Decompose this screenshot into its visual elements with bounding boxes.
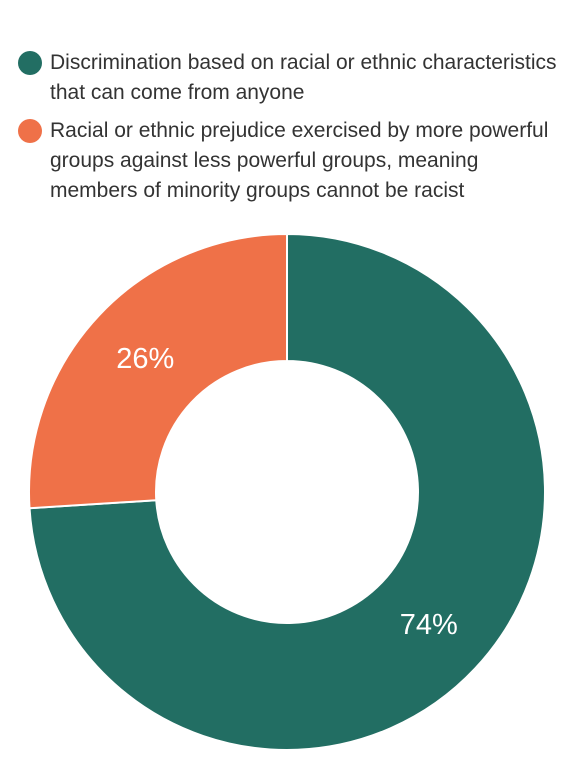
- slice-label-1: 26%: [116, 343, 174, 375]
- legend-item-discrimination: Discrimination based on racial or ethnic…: [18, 48, 563, 108]
- legend-label: Racial or ethnic prejudice exercised by …: [50, 119, 549, 202]
- legend-label: Discrimination based on racial or ethnic…: [50, 51, 557, 104]
- legend-swatch-orange-icon: [18, 119, 42, 143]
- legend-swatch-teal-icon: [18, 51, 42, 75]
- donut-slice-1: [28, 232, 288, 510]
- legend-item-prejudice: Racial or ethnic prejudice exercised by …: [18, 116, 563, 206]
- slice-label-0: 74%: [400, 609, 458, 641]
- legend: Discrimination based on racial or ethnic…: [18, 48, 563, 214]
- donut-slice-0: [28, 232, 546, 751]
